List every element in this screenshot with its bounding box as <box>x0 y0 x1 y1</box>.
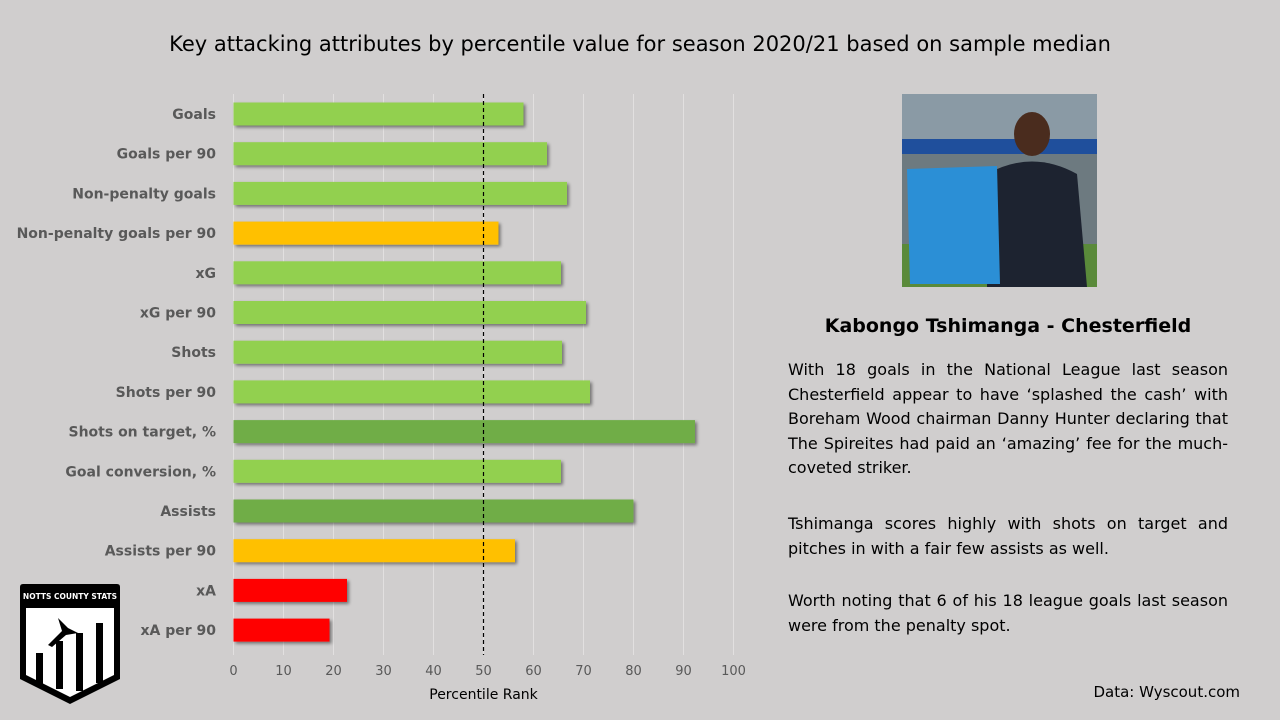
paragraph: Worth noting that 6 of his 18 league goa… <box>788 591 1228 635</box>
x-tick-label: 100 <box>721 664 746 679</box>
category-label: Goals <box>172 107 216 123</box>
data-source: Data: Wyscout.com <box>1093 683 1240 701</box>
x-axis-label: Percentile Rank <box>429 687 538 703</box>
player-photo <box>902 94 1097 287</box>
category-label: Shots per 90 <box>116 385 217 401</box>
bar-non-penalty-goals <box>233 181 567 205</box>
bar-goal-conversion- <box>233 459 561 483</box>
bar-chart: 0 10 20 30 40 50 60 70 80 90 100 Goals Goals per 90 N… <box>17 94 746 703</box>
bar-shots-on-target- <box>233 420 695 444</box>
category-label: Non-penalty goals <box>72 186 216 202</box>
x-tick-label: 0 <box>229 664 237 679</box>
bar-xa <box>233 578 347 602</box>
bar-shots <box>233 340 562 364</box>
category-label: Non-penalty goals per 90 <box>17 226 217 242</box>
bar-shots-per-90 <box>233 380 590 404</box>
bar-goals <box>233 102 524 126</box>
category-label: Goal conversion, % <box>65 464 216 480</box>
category-label: Assists per 90 <box>105 544 217 560</box>
x-tick-label: 40 <box>425 664 442 679</box>
chart-title: Key attacking attributes by percentile v… <box>169 32 1111 56</box>
category-label: Shots on target, % <box>69 425 217 441</box>
x-tick-label: 20 <box>325 664 342 679</box>
paragraph: Tshimanga scores highly with shots on ta… <box>788 514 1228 558</box>
player-name: Kabongo Tshimanga - Chesterfield <box>824 315 1192 337</box>
x-tick-label: 70 <box>575 664 592 679</box>
category-label: Goals per 90 <box>117 147 217 163</box>
paragraph: With 18 goals in the National League las… <box>788 360 1228 477</box>
category-label: xG <box>195 266 216 282</box>
bar-assists-per-90 <box>233 539 515 563</box>
bar-non-penalty-goals-per-90 <box>233 221 499 245</box>
bar-goals-per-90 <box>233 142 547 166</box>
x-tick-label: 30 <box>375 664 392 679</box>
category-label: Shots <box>171 345 216 361</box>
x-tick-label: 60 <box>525 664 542 679</box>
bar-xg-per-90 <box>233 301 586 324</box>
x-tick-label: 50 <box>475 664 492 679</box>
category-label: Assists <box>160 504 216 520</box>
category-label: xA <box>196 583 216 599</box>
x-tick-label: 80 <box>625 664 642 679</box>
category-label: xA per 90 <box>140 623 216 639</box>
svg-text:NOTTS COUNTY STATS: NOTTS COUNTY STATS <box>23 592 117 601</box>
notts-county-stats-logo: NOTTS COUNTY STATS <box>20 584 120 704</box>
x-tick-label: 90 <box>675 664 692 679</box>
bar-xa-per-90 <box>233 618 330 642</box>
bar-xg <box>233 261 561 285</box>
bar-assists <box>233 499 634 523</box>
x-tick-label: 10 <box>275 664 292 679</box>
category-label: xG per 90 <box>140 306 216 322</box>
